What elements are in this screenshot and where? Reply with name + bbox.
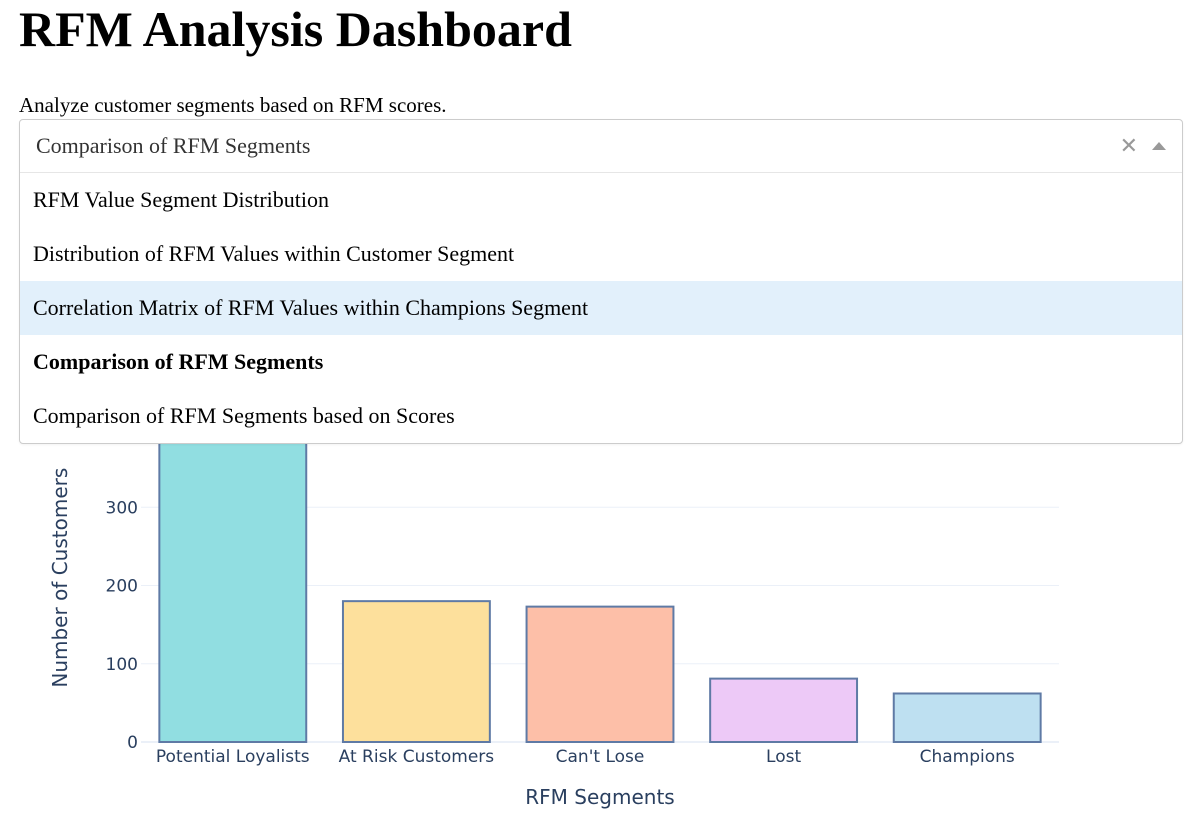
y-tick-label: 300 bbox=[106, 498, 138, 518]
chevron-up-icon[interactable] bbox=[1152, 142, 1166, 150]
dropdown-option[interactable]: Correlation Matrix of RFM Values within … bbox=[20, 281, 1182, 335]
dropdown-selected-value: Comparison of RFM Segments bbox=[36, 133, 311, 158]
dropdown-option[interactable]: Comparison of RFM Segments based on Scor… bbox=[33, 403, 455, 428]
y-tick-label: 0 bbox=[127, 733, 138, 753]
x-tick-label: Potential Loyalists bbox=[156, 747, 310, 767]
dropdown-control[interactable]: Comparison of RFM Segments ✕ bbox=[20, 120, 1182, 173]
dropdown-option[interactable]: Distribution of RFM Values within Custom… bbox=[33, 241, 515, 266]
bar bbox=[709, 677, 859, 743]
page-subtitle: Analyze customer segments based on RFM s… bbox=[19, 93, 447, 117]
bar bbox=[525, 605, 675, 743]
bar bbox=[892, 692, 1042, 743]
chart-selector-dropdown[interactable]: Comparison of RFM Segments ✕ RFM Value S… bbox=[19, 119, 1183, 444]
dropdown-option[interactable]: RFM Value Segment Distribution bbox=[33, 187, 329, 212]
page-title: RFM Analysis Dashboard bbox=[19, 1, 572, 57]
x-axis-title: RFM Segments bbox=[525, 785, 674, 809]
x-tick-label: Can't Lose bbox=[556, 747, 645, 767]
close-icon[interactable]: ✕ bbox=[1119, 133, 1138, 159]
bar bbox=[158, 428, 308, 743]
dropdown-option[interactable]: Comparison of RFM Segments bbox=[33, 349, 324, 374]
y-axis-title: Number of Customers bbox=[48, 468, 72, 688]
y-tick-label: 100 bbox=[106, 655, 138, 675]
x-tick-label: Lost bbox=[766, 747, 801, 767]
dropdown-menu: RFM Value Segment Distribution Distributi… bbox=[20, 173, 1182, 443]
x-tick-label: At Risk Customers bbox=[339, 747, 495, 767]
bar bbox=[341, 600, 491, 744]
x-tick-label: Champions bbox=[920, 747, 1015, 767]
y-tick-label: 200 bbox=[106, 577, 138, 597]
